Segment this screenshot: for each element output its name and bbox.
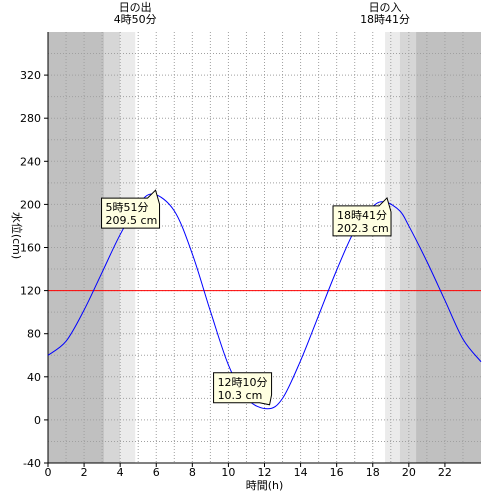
y-tick-label: 0 [34,414,41,427]
callout-value: 202.3 cm [337,222,389,235]
x-tick-label: 10 [221,466,235,479]
callout-time: 12時10分 [218,376,268,389]
x-tick-label: 6 [153,466,160,479]
sunrise-time: 4時50分 [114,13,157,26]
x-tick-label: 0 [45,466,52,479]
callout-box [101,189,161,229]
y-tick-label: -40 [23,457,41,470]
x-tick-label: 4 [117,466,124,479]
callout-time: 5時51分 [106,201,149,214]
x-tick-label: 14 [294,466,308,479]
x-tick-label: 8 [189,466,196,479]
x-tick-label: 18 [366,466,380,479]
daylight-band [103,32,121,463]
tide-series-line [47,193,482,410]
x-tick-label: 2 [81,466,88,479]
y-tick-label: 200 [20,198,41,211]
x-tick-label: 20 [402,466,416,479]
y-tick-label: 280 [20,112,41,125]
callout-value: 10.3 cm [218,389,263,402]
y-tick-label: 80 [27,328,41,341]
sunset-time: 18時41分 [360,13,410,26]
x-axis-title: 時間(h) [246,479,284,492]
y-tick-label: 240 [20,155,41,168]
y-axis-title: 水位(cm) [10,212,24,259]
y-tick-label: 160 [20,242,41,255]
x-tick-label: 12 [258,466,272,479]
y-tick-label: 120 [20,285,41,298]
callout-box [213,372,273,406]
callout-value: 209.5 cm [106,214,158,227]
sunrise-label: 日の出 [119,0,152,14]
x-tick-label: 22 [438,466,452,479]
sunset-label: 日の入 [369,1,402,14]
callout-time: 18時41分 [337,209,387,222]
x-tick-label: 16 [330,466,344,479]
y-tick-label: 40 [27,371,41,384]
callout-box [332,196,392,237]
y-tick-label: 320 [20,69,41,82]
